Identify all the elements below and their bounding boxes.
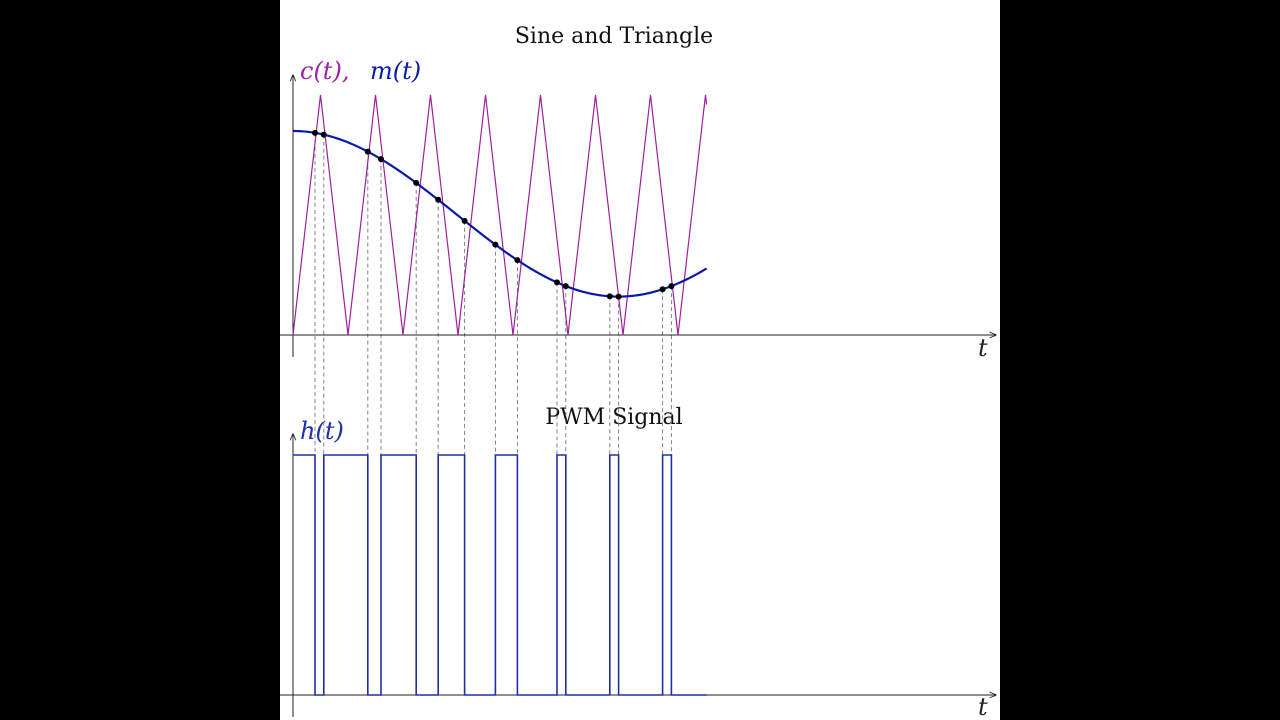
intersection-point-2 <box>364 148 371 155</box>
intersection-point-13 <box>659 286 666 293</box>
bottom-x-axis-label: t <box>978 693 988 720</box>
plot-panel: Sine and Triangle PWM Signal c(t), m(t) … <box>280 0 1000 720</box>
bottom-chart-title: PWM Signal <box>545 405 682 430</box>
message-axis-label: m(t) <box>370 57 421 85</box>
intersection-point-8 <box>514 257 521 264</box>
carrier-axis-label: c(t), <box>300 57 349 85</box>
intersection-point-9 <box>554 279 560 286</box>
intersection-point-10 <box>562 283 569 290</box>
intersection-point-6 <box>461 217 468 224</box>
intersection-point-4 <box>413 179 420 186</box>
intersection-point-12 <box>615 293 622 300</box>
intersection-point-14 <box>668 283 675 290</box>
intersection-point-7 <box>492 241 499 248</box>
intersection-point-5 <box>435 196 442 203</box>
pwm-axis-label: h(t) <box>300 417 344 445</box>
pwm-waveform-line <box>293 454 707 696</box>
pwm-chart-svg: Sine and Triangle PWM Signal c(t), m(t) … <box>280 24 1000 720</box>
intersection-point-11 <box>606 293 613 300</box>
top-x-axis-label: t <box>978 334 988 362</box>
top-chart-title: Sine and Triangle <box>515 24 713 49</box>
carrier-triangle-line <box>292 94 708 336</box>
message-sine-line <box>292 129 708 298</box>
intersection-point-1 <box>320 131 327 138</box>
intersection-point-3 <box>378 156 384 163</box>
intersection-point-0 <box>312 129 318 136</box>
